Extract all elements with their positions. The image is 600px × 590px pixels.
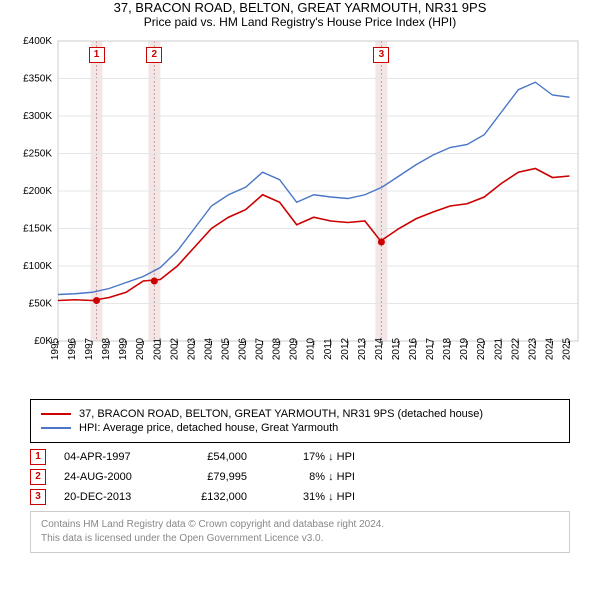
- chart-svg: £0K£50K£100K£150K£200K£250K£300K£350K£40…: [10, 33, 590, 393]
- svg-text:2016: 2016: [408, 337, 419, 360]
- event-row-date: 20-DEC-2013: [64, 491, 159, 503]
- svg-text:£200K: £200K: [23, 186, 52, 197]
- svg-text:2007: 2007: [255, 337, 266, 360]
- event-marker-1: 1: [89, 47, 105, 63]
- svg-text:2003: 2003: [186, 337, 197, 360]
- event-row-date: 04-APR-1997: [64, 451, 159, 463]
- svg-text:£250K: £250K: [23, 149, 52, 160]
- svg-text:£100K: £100K: [23, 261, 52, 272]
- event-row-diff: 17% ↓ HPI: [265, 451, 355, 463]
- svg-text:2021: 2021: [493, 337, 504, 360]
- svg-text:£50K: £50K: [29, 299, 53, 310]
- svg-text:2023: 2023: [527, 337, 538, 360]
- event-marker-2: 2: [146, 47, 162, 63]
- svg-text:2012: 2012: [340, 337, 351, 360]
- svg-text:2025: 2025: [561, 337, 572, 360]
- svg-text:2024: 2024: [544, 337, 555, 360]
- svg-text:2002: 2002: [169, 337, 180, 360]
- series-hpi: [58, 82, 569, 294]
- chart-area: £0K£50K£100K£150K£200K£250K£300K£350K£40…: [10, 33, 590, 393]
- svg-text:2009: 2009: [289, 337, 300, 360]
- svg-text:1997: 1997: [84, 337, 95, 360]
- event-row-price: £79,995: [177, 471, 247, 483]
- event-row: 3 20-DEC-2013 £132,000 31% ↓ HPI: [30, 489, 570, 505]
- event-dot-1: [93, 297, 100, 304]
- series-property: [58, 169, 569, 301]
- event-row-diff: 31% ↓ HPI: [265, 491, 355, 503]
- legend-label: 37, BRACON ROAD, BELTON, GREAT YARMOUTH,…: [79, 408, 483, 420]
- legend-swatch: [41, 427, 71, 429]
- svg-text:2018: 2018: [442, 337, 453, 360]
- event-dot-3: [378, 239, 385, 246]
- page-subtitle: Price paid vs. HM Land Registry's House …: [0, 15, 600, 29]
- svg-text:2008: 2008: [272, 337, 283, 360]
- svg-text:2010: 2010: [306, 337, 317, 360]
- svg-text:2015: 2015: [391, 337, 402, 360]
- svg-text:£400K: £400K: [23, 36, 52, 47]
- svg-text:2017: 2017: [425, 337, 436, 360]
- event-row-num: 1: [30, 449, 46, 465]
- svg-text:2014: 2014: [374, 337, 385, 360]
- svg-text:2011: 2011: [323, 338, 334, 360]
- events-table: 1 04-APR-1997 £54,000 17% ↓ HPI 2 24-AUG-2000…: [30, 449, 570, 505]
- svg-text:1998: 1998: [101, 337, 112, 360]
- svg-text:1996: 1996: [67, 337, 78, 360]
- event-row-price: £54,000: [177, 451, 247, 463]
- event-row-diff: 8% ↓ HPI: [265, 471, 355, 483]
- svg-text:2001: 2001: [152, 337, 163, 360]
- legend-swatch: [41, 413, 71, 415]
- svg-text:2004: 2004: [203, 337, 214, 360]
- page-title: 37, BRACON ROAD, BELTON, GREAT YARMOUTH,…: [0, 0, 600, 15]
- svg-text:2006: 2006: [238, 337, 249, 360]
- svg-text:2020: 2020: [476, 337, 487, 360]
- svg-text:£150K: £150K: [23, 224, 52, 235]
- legend-row: HPI: Average price, detached house, Grea…: [41, 422, 559, 434]
- svg-text:£300K: £300K: [23, 111, 52, 122]
- footer-line1: Contains HM Land Registry data © Crown c…: [41, 518, 559, 532]
- event-row: 2 24-AUG-2000 £79,995 8% ↓ HPI: [30, 469, 570, 485]
- svg-text:1999: 1999: [118, 337, 129, 360]
- footer-attribution: Contains HM Land Registry data © Crown c…: [30, 511, 570, 553]
- event-row-date: 24-AUG-2000: [64, 471, 159, 483]
- svg-text:2000: 2000: [135, 337, 146, 360]
- event-row-num: 2: [30, 469, 46, 485]
- svg-text:2022: 2022: [510, 337, 521, 360]
- event-row: 1 04-APR-1997 £54,000 17% ↓ HPI: [30, 449, 570, 465]
- svg-text:1995: 1995: [50, 337, 61, 360]
- footer-line2: This data is licensed under the Open Gov…: [41, 532, 559, 546]
- svg-text:2013: 2013: [357, 337, 368, 360]
- event-row-price: £132,000: [177, 491, 247, 503]
- event-dot-2: [151, 278, 158, 285]
- svg-text:£350K: £350K: [23, 74, 52, 85]
- event-marker-3: 3: [373, 47, 389, 63]
- legend-label: HPI: Average price, detached house, Grea…: [79, 422, 338, 434]
- svg-text:2005: 2005: [220, 337, 231, 360]
- legend-row: 37, BRACON ROAD, BELTON, GREAT YARMOUTH,…: [41, 408, 559, 420]
- event-row-num: 3: [30, 489, 46, 505]
- svg-text:2019: 2019: [459, 337, 470, 360]
- legend: 37, BRACON ROAD, BELTON, GREAT YARMOUTH,…: [30, 399, 570, 443]
